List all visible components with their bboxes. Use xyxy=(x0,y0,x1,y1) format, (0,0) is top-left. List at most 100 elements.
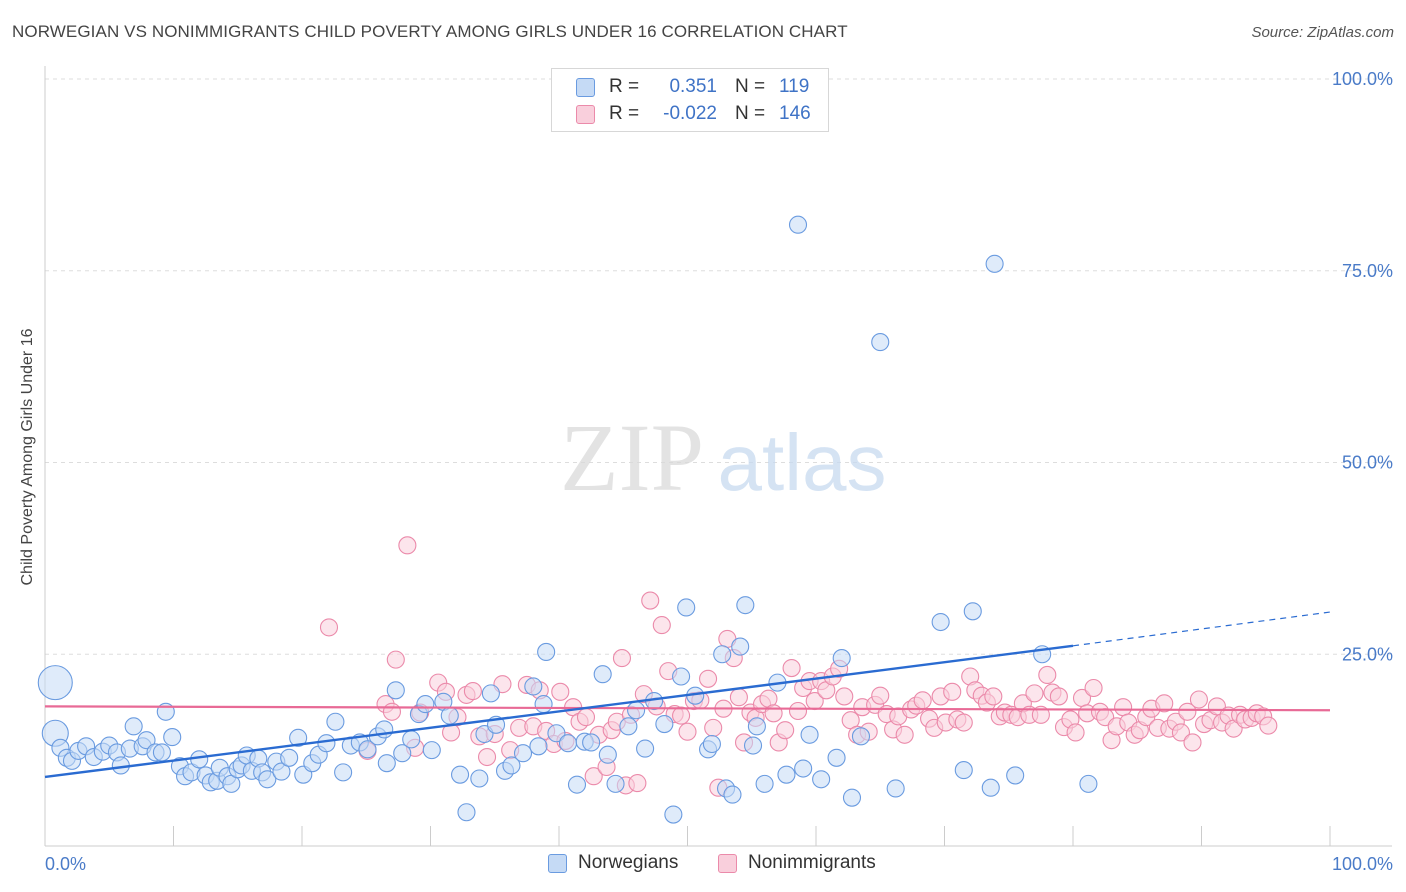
norwegians-point xyxy=(377,754,396,773)
nonimmigrants-point xyxy=(913,691,932,710)
norwegians-point xyxy=(272,762,291,781)
nonimmigrants-point xyxy=(1025,684,1044,703)
norwegians-point xyxy=(755,774,774,793)
trend-lines xyxy=(44,611,1331,779)
norwegians-point xyxy=(386,681,405,700)
norwegians-point xyxy=(416,695,435,714)
nonimmigrants-point xyxy=(1038,665,1057,685)
nonimmigrants-point xyxy=(954,713,973,732)
norwegians-point xyxy=(886,779,905,798)
legend-swatch-norwegians xyxy=(576,77,595,97)
norwegians-point xyxy=(258,770,277,789)
norwegians-point xyxy=(812,770,831,789)
nonimmigrants-point xyxy=(729,688,748,707)
nonimmigrants-point xyxy=(1066,723,1085,742)
norwegians-point xyxy=(280,748,299,767)
tick-labels: 25.0% 50.0% 75.0% 100.0% 0.0% 100.0% xyxy=(45,69,1393,874)
nonimmigrants-point xyxy=(382,702,402,721)
nonimmigrants-point xyxy=(652,616,671,635)
norwegians-point xyxy=(470,769,489,788)
norwegians-point xyxy=(124,717,143,736)
norwegians-point xyxy=(664,805,683,824)
nonimmigrants-point xyxy=(1183,733,1202,752)
nonimmigrants-points xyxy=(319,536,1278,797)
nonimmigrants-point xyxy=(1155,694,1174,713)
norwegians-trend-line xyxy=(44,644,1074,779)
nonimmigrants-point xyxy=(788,701,808,721)
legend-n-label: N = xyxy=(735,103,766,124)
norwegians-point xyxy=(1006,766,1025,785)
norwegians-point xyxy=(723,785,742,804)
bottom-legend-label-nonimmigrants: Nonimmigrants xyxy=(748,852,876,873)
nonimmigrants-point xyxy=(1084,678,1103,698)
nonimmigrants-point xyxy=(463,682,482,701)
norwegians-point xyxy=(832,649,851,668)
norwegians-point xyxy=(567,775,587,794)
norwegians-point xyxy=(440,706,459,725)
norwegians-point xyxy=(137,731,156,750)
norwegians-point xyxy=(598,745,617,764)
nonimmigrants-point xyxy=(678,722,697,741)
norwegians-point xyxy=(37,665,73,701)
watermark-atlas: atlas xyxy=(718,418,887,507)
bottom-legend-nonimmigrants: Nonimmigrants xyxy=(718,852,876,874)
nonimmigrants-point xyxy=(672,706,691,725)
norwegians-point xyxy=(731,637,750,656)
norwegians-point xyxy=(800,725,819,744)
nonimmigrants-point xyxy=(1031,705,1050,724)
legend-r-value: 0.351 xyxy=(669,76,717,97)
correlation-legend: R = 0.351 N = 119 R = -0.022 N = 146 xyxy=(551,68,829,132)
norwegians-point xyxy=(981,778,1000,797)
axes xyxy=(44,66,1392,847)
norwegians-point xyxy=(358,740,377,759)
norwegians-point xyxy=(582,733,601,752)
norwegians-point xyxy=(827,748,846,767)
norwegians-point xyxy=(393,744,412,763)
nonimmigrants-point xyxy=(835,687,854,706)
norwegians-point xyxy=(289,728,308,747)
legend-r-label: R = xyxy=(609,103,640,124)
chart-title: NORWEGIAN VS NONIMMIGRANTS CHILD POVERTY… xyxy=(12,22,848,41)
legend-n-value: 146 xyxy=(779,103,811,124)
norwegians-point xyxy=(529,737,548,756)
norwegians-point xyxy=(534,695,553,714)
nonimmigrants-point xyxy=(704,718,723,737)
nonimmigrants-point xyxy=(477,747,497,767)
x-tick-label: 0.0% xyxy=(45,854,86,874)
y-tick-label: 50.0% xyxy=(1342,453,1393,473)
norwegians-point xyxy=(558,734,578,753)
y-tick-label: 25.0% xyxy=(1342,644,1393,664)
legend-r-label: R = xyxy=(609,76,640,97)
norwegians-point xyxy=(606,774,625,793)
legend-row-norwegians: R = 0.351 N = 119 xyxy=(576,74,809,100)
norwegians-point xyxy=(985,254,1004,273)
legend-r-value: -0.022 xyxy=(663,103,717,124)
norwegians-point xyxy=(954,761,973,780)
legend-row-nonimmigrants: R = -0.022 N = 146 xyxy=(576,101,811,127)
norwegians-point xyxy=(547,724,566,743)
norwegians-point xyxy=(713,645,732,664)
norwegians-point xyxy=(457,803,476,822)
nonimmigrants-point xyxy=(1171,723,1190,742)
legend-n-value: 119 xyxy=(779,76,810,97)
grid-lines xyxy=(45,78,1392,655)
nonimmigrants-point xyxy=(1259,716,1278,735)
nonimmigrants-point xyxy=(782,659,801,678)
norwegians-point xyxy=(513,744,533,763)
nonimmigrants-point xyxy=(1178,702,1197,721)
norwegians-point xyxy=(963,602,982,621)
nonimmigrants-point xyxy=(628,774,647,793)
norwegians-point xyxy=(931,612,950,632)
norwegians-point xyxy=(777,765,796,784)
x-tick-label: 100.0% xyxy=(1332,854,1393,874)
nonimmigrants-point xyxy=(764,704,783,723)
nonimmigrants-point xyxy=(612,649,632,668)
norwegians-point xyxy=(794,759,813,778)
y-tick-label: 100.0% xyxy=(1332,69,1393,89)
watermark: ZIP atlas xyxy=(560,404,886,511)
norwegians-point xyxy=(163,728,182,747)
bottom-legend-label-norwegians: Norwegians xyxy=(578,852,679,873)
norwegians-point xyxy=(655,714,674,734)
norwegians-point xyxy=(524,677,543,696)
